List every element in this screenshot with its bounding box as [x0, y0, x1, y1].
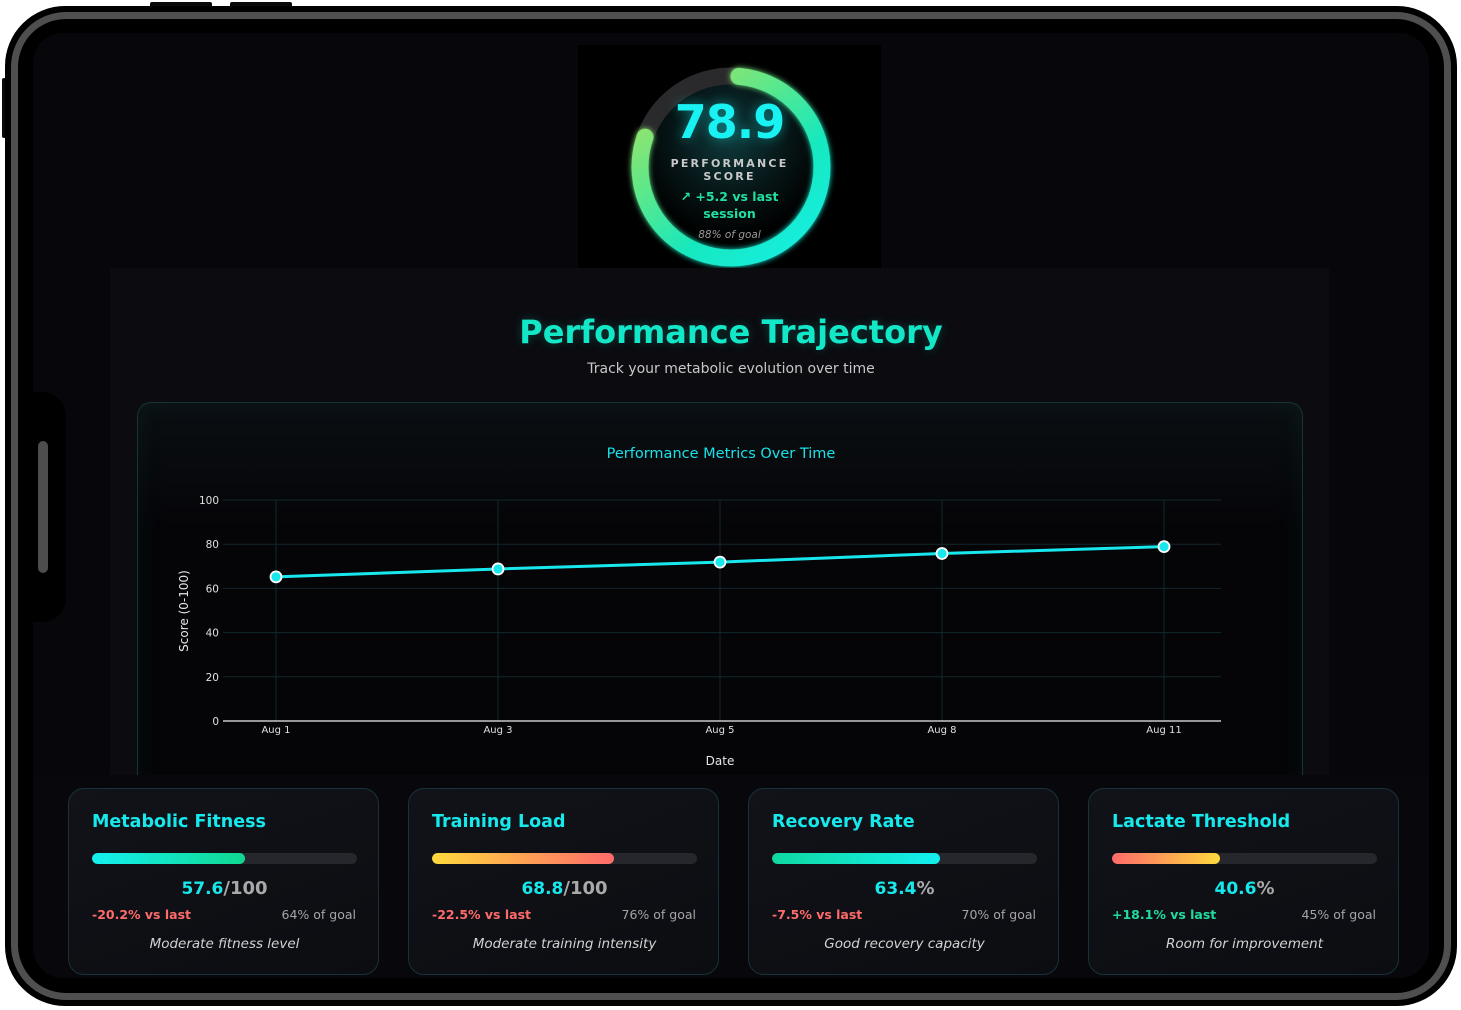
performance-score-delta: ↗ +5.2 vs last session	[673, 188, 786, 222]
y-tick-label: 100	[199, 495, 219, 507]
metric-delta: -7.5% vs last	[772, 907, 863, 922]
metric-description: Good recovery capacity	[824, 936, 985, 952]
performance-score-label: PERFORMANCE SCORE	[578, 157, 881, 183]
y-tick-label: 20	[206, 672, 219, 684]
metric-title: Training Load	[432, 812, 566, 832]
metric-card-metabolic-fitness[interactable]: Metabolic Fitness 57.6/100 -20.2% vs last 6…	[68, 788, 379, 975]
x-tick-label: Aug 5	[705, 725, 734, 736]
metric-goal: 45% of goal	[1301, 907, 1377, 922]
metric-value-number: 40.6	[1214, 879, 1257, 899]
metric-card-lactate-threshold[interactable]: Lactate Threshold 40.6% +18.1% vs last 45% …	[1088, 788, 1399, 975]
metric-progress-fill	[92, 853, 245, 864]
metric-goal: 64% of goal	[281, 907, 357, 922]
x-axis-title: Date	[706, 754, 735, 768]
metric-progress-fill	[1112, 853, 1220, 864]
data-point[interactable]	[713, 555, 727, 569]
metric-delta: +18.1% vs last	[1112, 907, 1217, 922]
metric-value: 57.6/100	[69, 878, 380, 899]
screen: 78.9 PERFORMANCE SCORE ↗ +5.2 vs last se…	[33, 33, 1429, 978]
trajectory-title: Performance Trajectory	[519, 313, 943, 351]
metric-card-training-load[interactable]: Training Load 68.8/100 -22.5% vs last 76% o…	[408, 788, 719, 975]
metric-value: 68.8/100	[409, 878, 720, 899]
gauge-center-glow	[648, 80, 812, 244]
gauge-ring	[631, 67, 831, 267]
y-tick-label: 60	[206, 583, 219, 595]
trajectory-subtitle: Track your metabolic evolution over time	[587, 361, 875, 377]
metric-title: Metabolic Fitness	[92, 812, 266, 832]
x-tick-label: Aug 1	[261, 725, 290, 736]
chart-title: Performance Metrics Over Time	[606, 446, 836, 462]
metric-value-unit: /100	[223, 878, 268, 899]
device-side-handle	[38, 441, 48, 573]
performance-score-goal: 88% of goal	[698, 229, 761, 241]
y-axis-title: Score (0-100)	[177, 570, 191, 652]
metric-description: Room for improvement	[1165, 936, 1324, 952]
metric-progress-bar	[432, 853, 697, 864]
x-tick-label: Aug 3	[483, 725, 512, 736]
data-point[interactable]	[269, 570, 283, 584]
metric-value: 40.6%	[1089, 878, 1400, 899]
metric-value-number: 68.8	[521, 879, 564, 899]
metric-goal: 70% of goal	[961, 907, 1037, 922]
metric-progress-bar	[1112, 853, 1377, 864]
performance-score-gauge: 78.9 PERFORMANCE SCORE ↗ +5.2 vs last se…	[578, 45, 881, 275]
metric-value-unit: /100	[563, 878, 608, 899]
trend-up-arrow-icon: ↗ +5.2 vs last	[680, 189, 779, 204]
metric-progress-fill	[772, 853, 940, 864]
metric-value-unit: %	[916, 878, 935, 899]
metric-delta: -22.5% vs last	[432, 907, 531, 922]
performance-chart[interactable]: Performance Metrics Over Time 0 20 40 60 80 1…	[137, 402, 1303, 822]
gauge-label-line1: PERFORMANCE	[670, 157, 789, 170]
device-top-button-2	[230, 2, 292, 8]
y-tick-label: 40	[206, 628, 219, 640]
x-tick-label: Aug 8	[927, 725, 956, 736]
data-point[interactable]	[1157, 540, 1171, 554]
metric-goal: 76% of goal	[621, 907, 697, 922]
data-point[interactable]	[935, 547, 949, 560]
performance-score-value: 78.9	[674, 95, 786, 149]
line-chart-plot[interactable]: 0 20 40 60 80 100 Aug 1 Aug 3 Aug 5 Aug 8 Aug 11 Da…	[138, 403, 1304, 823]
metric-progress-bar	[772, 853, 1037, 864]
metric-title: Recovery Rate	[772, 812, 915, 832]
x-tick-label: Aug 11	[1146, 725, 1181, 736]
metric-title: Lactate Threshold	[1112, 812, 1291, 832]
metric-value-number: 63.4	[874, 879, 917, 899]
metric-value-number: 57.6	[181, 879, 224, 899]
metric-progress-fill	[432, 853, 615, 864]
metric-description: Moderate fitness level	[149, 936, 300, 952]
data-point[interactable]	[491, 562, 505, 576]
metric-description: Moderate training intensity	[472, 936, 657, 952]
metric-progress-bar	[92, 853, 357, 864]
metric-value: 63.4%	[749, 878, 1060, 899]
gauge-delta-line2: session	[703, 206, 756, 221]
y-tick-label: 0	[212, 716, 219, 728]
metric-card-recovery-rate[interactable]: Recovery Rate 63.4% -7.5% vs last 70% of go…	[748, 788, 1059, 975]
y-tick-label: 80	[206, 539, 219, 551]
gauge-label-line2: SCORE	[703, 170, 756, 183]
device-top-button-1	[150, 2, 212, 8]
metric-delta: -20.2% vs last	[92, 907, 191, 922]
metric-value-unit: %	[1256, 878, 1275, 899]
